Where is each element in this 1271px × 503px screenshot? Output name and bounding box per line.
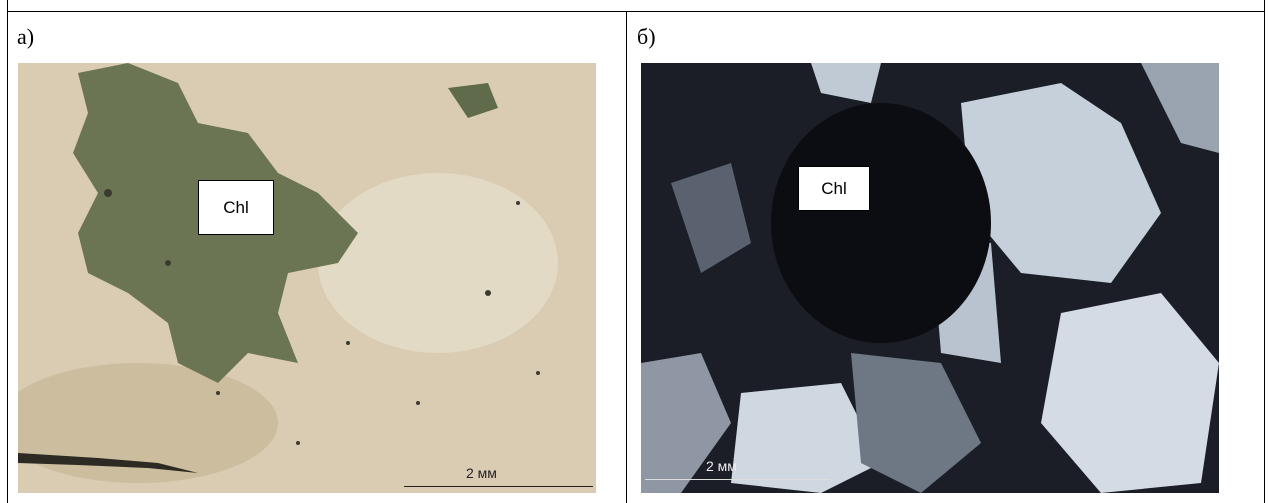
scale-label: 2 мм: [706, 458, 737, 474]
micrograph: [18, 63, 596, 493]
table-border: [7, 0, 8, 503]
annotation: Chl: [798, 166, 870, 211]
micrograph: [641, 63, 1219, 493]
cell-label: б): [637, 24, 656, 50]
annotation: Chl: [198, 180, 274, 235]
table-border: [626, 11, 627, 503]
table-border: [7, 11, 1265, 12]
page: а) б) Chl 2 мм Chl 2 мм (() => { const d…: [0, 0, 1271, 503]
scale-bar: [645, 479, 830, 480]
table-border: [1264, 0, 1265, 503]
cell-label: а): [17, 24, 34, 50]
scale-label: 2 мм: [466, 465, 497, 481]
scale-bar: [404, 486, 593, 487]
